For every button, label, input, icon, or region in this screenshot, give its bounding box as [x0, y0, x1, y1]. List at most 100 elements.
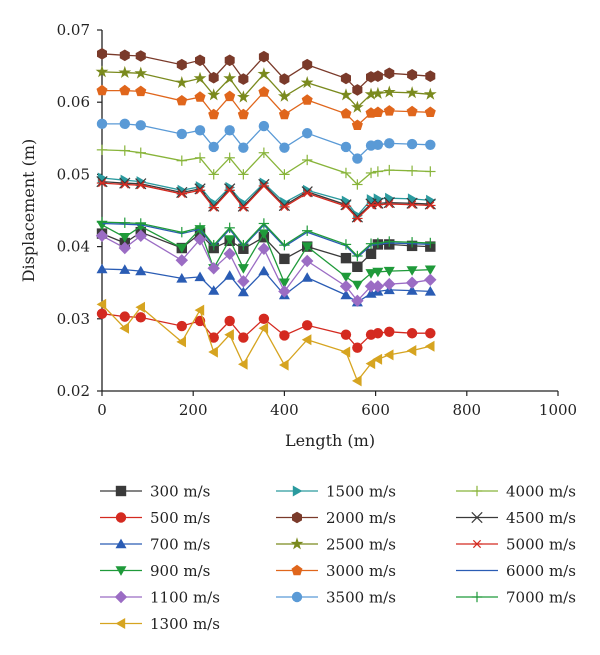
y-tick-label: 0.04	[57, 238, 90, 256]
data-point	[176, 336, 186, 348]
data-point	[208, 332, 219, 343]
data-point	[371, 280, 385, 293]
data-point	[176, 95, 188, 106]
data-point	[96, 263, 108, 274]
data-point	[352, 250, 363, 262]
data-point	[340, 252, 352, 264]
data-point	[352, 342, 363, 353]
data-point	[278, 89, 291, 102]
legend-item: 4000 m/s	[456, 483, 576, 501]
series-3000-m-s	[96, 84, 436, 130]
series-layer	[95, 48, 437, 387]
axes: 0 200 400 600 800 1000 0.02 0.03 0.04 0.05 0.06 0.0…	[57, 21, 578, 419]
data-point	[95, 65, 109, 78]
data-point	[383, 277, 396, 291]
data-point	[258, 86, 270, 97]
data-point	[258, 229, 270, 239]
legend-item: 6000 m/s	[456, 562, 576, 580]
y-axis-title: Displacement (m)	[19, 139, 38, 283]
data-point	[208, 203, 219, 212]
legend-label: 300 m/s	[150, 483, 210, 501]
data-point	[382, 85, 396, 98]
data-point	[425, 328, 436, 339]
series-4500-m-s	[96, 175, 436, 223]
y-tick-label: 0.06	[57, 93, 90, 111]
data-point	[372, 267, 384, 278]
x-tick-label: 400	[270, 401, 299, 419]
data-point	[279, 330, 290, 341]
data-point	[407, 69, 418, 81]
legend-item: 1300 m/s	[100, 615, 220, 633]
series-1100-m-s	[95, 229, 437, 307]
data-point	[365, 358, 376, 370]
data-point	[135, 181, 146, 190]
data-point	[405, 86, 419, 99]
data-point	[258, 178, 270, 191]
legend-item: 3500 m/s	[276, 589, 396, 607]
legend-item: 900 m/s	[100, 562, 210, 580]
data-point	[258, 181, 270, 191]
data-point	[406, 165, 418, 176]
data-point	[135, 312, 146, 323]
data-point	[96, 308, 108, 319]
data-point	[207, 262, 220, 275]
data-point	[352, 214, 363, 223]
data-point	[279, 202, 290, 211]
legend-swatch-marker	[292, 511, 302, 524]
data-point	[258, 313, 270, 324]
data-point	[425, 139, 436, 150]
series-3500-m-s	[96, 118, 436, 164]
data-point	[351, 294, 364, 307]
data-point	[135, 301, 145, 313]
x-tick-label: 600	[361, 401, 390, 419]
data-point	[258, 120, 270, 132]
data-point	[302, 154, 313, 166]
data-point	[119, 49, 130, 62]
data-point	[279, 142, 290, 153]
data-point	[208, 346, 218, 358]
data-point	[352, 84, 363, 96]
data-point	[301, 272, 313, 282]
data-point	[351, 119, 363, 130]
legend-item: 3000 m/s	[276, 562, 396, 580]
data-point	[135, 218, 146, 229]
data-point	[136, 176, 147, 188]
data-point	[372, 139, 384, 150]
data-point	[176, 226, 187, 238]
data-point	[119, 180, 130, 189]
x-tick-label: 0	[97, 401, 107, 419]
data-point	[406, 105, 418, 117]
data-point	[224, 186, 235, 195]
legend-label: 1500 m/s	[326, 483, 396, 501]
data-point	[425, 166, 436, 177]
data-point	[224, 270, 236, 280]
data-point	[238, 73, 249, 85]
data-point	[237, 275, 250, 288]
data-point	[208, 285, 220, 295]
x-tick-label: 800	[452, 401, 481, 419]
data-point	[119, 233, 131, 243]
data-point	[351, 211, 363, 223]
data-point	[258, 147, 270, 158]
data-point	[258, 322, 269, 334]
data-point	[237, 264, 249, 274]
legend-label: 3500 m/s	[326, 589, 396, 607]
data-point	[119, 118, 130, 130]
legend-label: 700 m/s	[150, 536, 210, 554]
series-7000-m-s	[96, 216, 436, 262]
data-point	[425, 70, 436, 82]
data-point	[135, 50, 146, 62]
data-point	[257, 67, 271, 80]
data-point	[207, 88, 221, 101]
data-point	[119, 311, 130, 322]
data-point	[406, 197, 418, 209]
data-point	[300, 76, 314, 89]
legend-item: 7000 m/s	[456, 589, 576, 607]
data-point	[406, 266, 418, 276]
data-point	[352, 179, 363, 190]
data-point	[339, 280, 353, 293]
legend-label: 4500 m/s	[506, 509, 576, 527]
data-point	[237, 90, 250, 103]
data-point	[364, 280, 378, 293]
legend-swatch-marker	[115, 485, 127, 497]
